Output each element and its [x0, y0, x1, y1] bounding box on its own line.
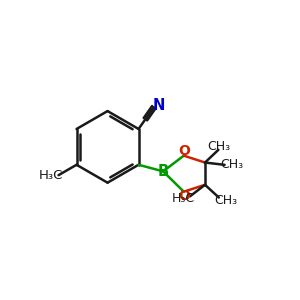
Text: CH₃: CH₃ — [207, 140, 230, 153]
Text: O: O — [178, 145, 190, 158]
Text: CH₃: CH₃ — [220, 158, 244, 171]
Text: O: O — [178, 189, 190, 203]
Text: H₃C: H₃C — [39, 169, 63, 182]
Text: B: B — [158, 164, 169, 179]
Text: CH₃: CH₃ — [215, 194, 238, 207]
Text: H₃C: H₃C — [172, 192, 195, 205]
Text: N: N — [153, 98, 165, 113]
